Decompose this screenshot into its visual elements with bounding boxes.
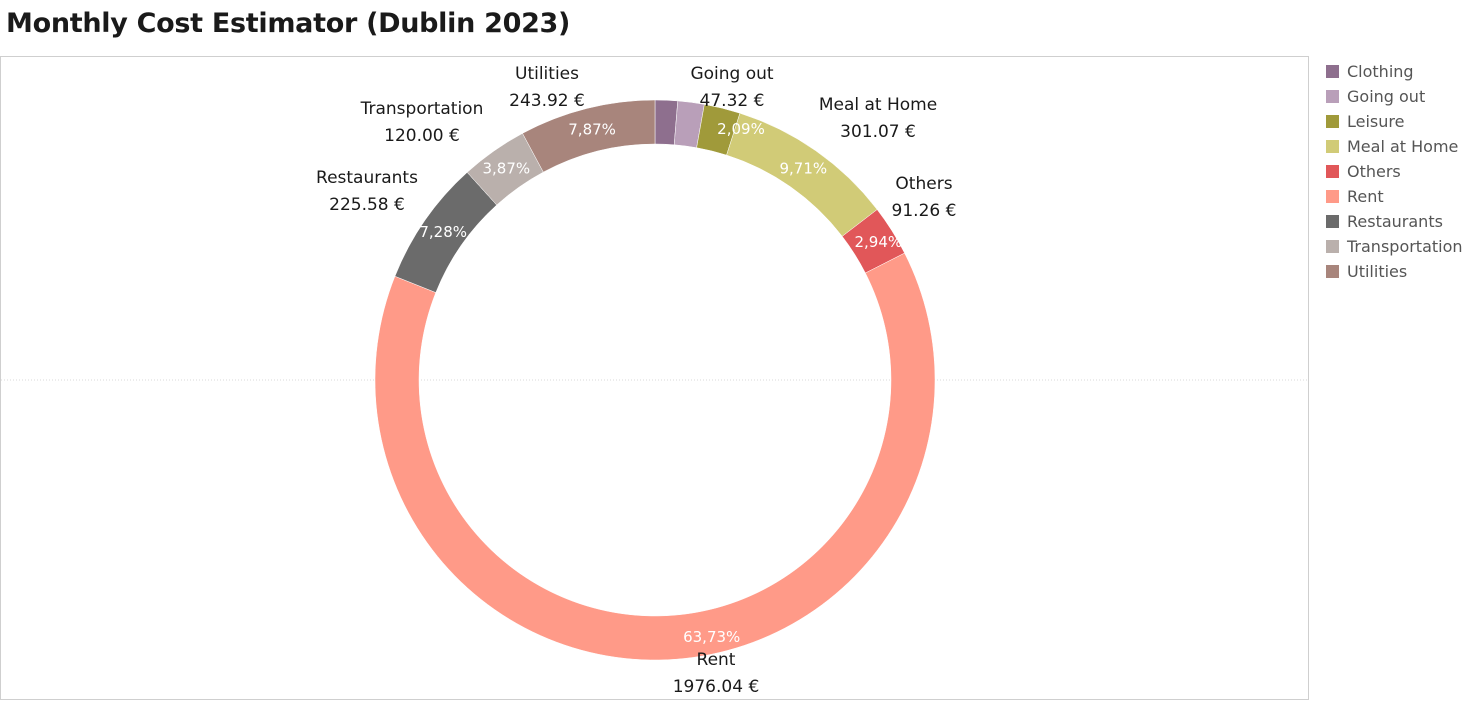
- legend-label: Restaurants: [1347, 212, 1443, 231]
- legend-label: Transportation: [1347, 237, 1463, 256]
- legend-item-transportation[interactable]: Transportation: [1326, 234, 1482, 259]
- legend-label: Leisure: [1347, 112, 1405, 131]
- legend-label: Clothing: [1347, 62, 1414, 81]
- chart-panel: 2,09% 9,71% 2,94% 63,73% 7,28% 3,87% 7,87% Goi…: [0, 56, 1309, 700]
- category-label-transportation: Transportation: [360, 99, 484, 119]
- outer-label-going-out: Going out 47.32 €: [690, 64, 773, 111]
- outer-label-transportation: Transportation 120.00 €: [360, 99, 484, 146]
- legend-swatch: [1326, 90, 1339, 103]
- outer-label-rent: Rent 1976.04 €: [673, 650, 760, 697]
- value-label-rent: 1976.04 €: [673, 677, 760, 697]
- donut-chart[interactable]: 2,09% 9,71% 2,94% 63,73% 7,28% 3,87% 7,87% Goi…: [1, 57, 1308, 699]
- legend: Clothing Going out Leisure Meal at Home Othe…: [1326, 59, 1482, 284]
- legend-swatch: [1326, 140, 1339, 153]
- category-label-utilities: Utilities: [515, 64, 579, 84]
- slice-clothing[interactable]: [654, 99, 679, 146]
- percent-label-meal-at-home: 9,71%: [779, 159, 827, 177]
- page-title: Monthly Cost Estimator (Dublin 2023): [6, 8, 571, 39]
- percent-label-utilities: 7,87%: [568, 120, 616, 138]
- value-label-meal-at-home: 301.07 €: [840, 122, 916, 142]
- legend-label: Others: [1347, 162, 1401, 181]
- legend-swatch: [1326, 65, 1339, 78]
- category-label-others: Others: [895, 174, 952, 194]
- percent-label-restaurants: 7,28%: [419, 223, 467, 241]
- legend-item-leisure[interactable]: Leisure: [1326, 109, 1482, 134]
- percent-labels: 2,09% 9,71% 2,94% 63,73% 7,28% 3,87% 7,87%: [419, 120, 902, 646]
- value-label-restaurants: 225.58 €: [329, 195, 405, 215]
- legend-swatch: [1326, 215, 1339, 228]
- legend-swatch: [1326, 190, 1339, 203]
- value-label-utilities: 243.92 €: [509, 91, 585, 111]
- outer-label-others: Others 91.26 €: [892, 174, 957, 221]
- legend-item-meal-at-home[interactable]: Meal at Home: [1326, 134, 1482, 159]
- legend-label: Meal at Home: [1347, 137, 1459, 156]
- legend-item-utilities[interactable]: Utilities: [1326, 259, 1482, 284]
- percent-label-rent: 63,73%: [683, 628, 740, 646]
- outer-labels: Going out 47.32 € Meal at Home 301.07 € Othe…: [316, 64, 956, 697]
- outer-label-utilities: Utilities 243.92 €: [509, 64, 585, 111]
- legend-swatch: [1326, 240, 1339, 253]
- legend-item-restaurants[interactable]: Restaurants: [1326, 209, 1482, 234]
- outer-label-restaurants: Restaurants 225.58 €: [316, 168, 418, 215]
- legend-label: Going out: [1347, 87, 1426, 106]
- category-label-meal-at-home: Meal at Home: [819, 95, 937, 115]
- percent-label-transportation: 3,87%: [482, 160, 530, 178]
- legend-item-rent[interactable]: Rent: [1326, 184, 1482, 209]
- legend-item-going-out[interactable]: Going out: [1326, 84, 1482, 109]
- legend-swatch: [1326, 165, 1339, 178]
- value-label-transportation: 120.00 €: [384, 126, 460, 146]
- slice-rent[interactable]: [374, 252, 936, 661]
- category-label-restaurants: Restaurants: [316, 168, 418, 188]
- slice-utilities[interactable]: [522, 99, 656, 173]
- donut-slices: [374, 99, 936, 661]
- legend-item-clothing[interactable]: Clothing: [1326, 59, 1482, 84]
- value-label-going-out: 47.32 €: [700, 91, 765, 111]
- percent-label-leisure: 2,09%: [717, 120, 765, 138]
- category-label-going-out: Going out: [690, 64, 773, 84]
- legend-label: Rent: [1347, 187, 1384, 206]
- outer-label-meal-at-home: Meal at Home 301.07 €: [819, 95, 937, 142]
- category-label-rent: Rent: [697, 650, 736, 670]
- legend-swatch: [1326, 115, 1339, 128]
- legend-item-others[interactable]: Others: [1326, 159, 1482, 184]
- percent-label-others: 2,94%: [854, 233, 902, 251]
- legend-label: Utilities: [1347, 262, 1408, 281]
- legend-swatch: [1326, 265, 1339, 278]
- value-label-others: 91.26 €: [892, 201, 957, 221]
